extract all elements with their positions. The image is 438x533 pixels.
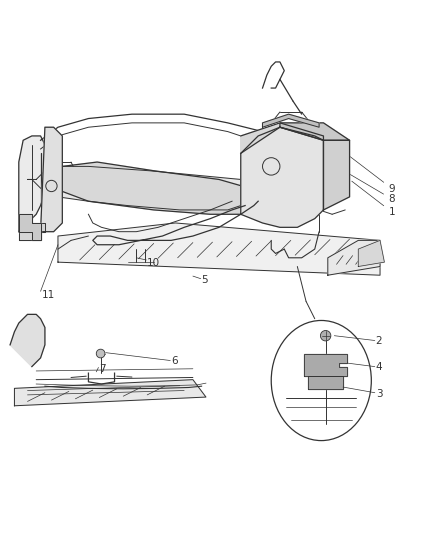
Polygon shape — [304, 354, 347, 376]
Polygon shape — [14, 379, 206, 406]
Polygon shape — [323, 140, 350, 210]
Polygon shape — [28, 166, 262, 210]
Circle shape — [321, 330, 331, 341]
Text: 6: 6 — [171, 357, 178, 366]
Polygon shape — [358, 240, 385, 266]
Polygon shape — [41, 127, 62, 232]
Polygon shape — [241, 127, 323, 228]
Polygon shape — [241, 123, 323, 154]
Polygon shape — [58, 223, 380, 275]
Text: 10: 10 — [147, 258, 160, 268]
Text: 1: 1 — [352, 181, 396, 217]
Text: 7: 7 — [99, 364, 106, 374]
Polygon shape — [10, 314, 45, 367]
Polygon shape — [19, 136, 49, 232]
Polygon shape — [19, 223, 45, 240]
Polygon shape — [308, 376, 343, 389]
Polygon shape — [328, 240, 380, 275]
Text: 3: 3 — [376, 389, 382, 399]
Text: 9: 9 — [300, 118, 396, 193]
Circle shape — [96, 349, 105, 358]
Polygon shape — [280, 123, 350, 140]
Polygon shape — [45, 162, 254, 214]
Text: 5: 5 — [201, 276, 208, 286]
Polygon shape — [19, 214, 41, 240]
Text: 8: 8 — [339, 168, 396, 204]
Text: 4: 4 — [376, 362, 382, 373]
Text: 2: 2 — [376, 336, 382, 346]
Text: 11: 11 — [42, 290, 55, 300]
Ellipse shape — [271, 320, 371, 441]
Polygon shape — [262, 114, 319, 127]
